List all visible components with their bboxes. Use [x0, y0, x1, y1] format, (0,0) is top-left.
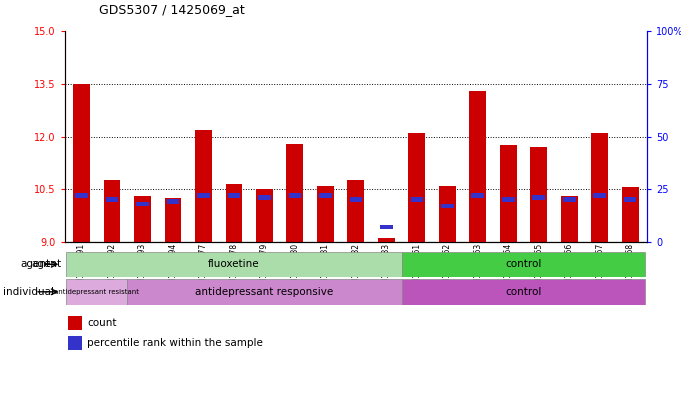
- Text: control: control: [505, 287, 541, 297]
- Bar: [68, 336, 82, 350]
- Bar: [68, 316, 82, 330]
- Text: count: count: [87, 318, 116, 329]
- Bar: [165, 198, 181, 242]
- Text: antidepressant responsive: antidepressant responsive: [195, 287, 334, 297]
- Bar: [409, 133, 425, 242]
- Bar: [258, 195, 270, 200]
- Bar: [411, 197, 423, 202]
- Bar: [622, 187, 639, 242]
- Bar: [66, 252, 402, 277]
- Bar: [104, 180, 121, 242]
- Bar: [591, 133, 608, 242]
- Bar: [134, 196, 151, 242]
- Text: control: control: [505, 259, 541, 269]
- Text: agent: agent: [31, 259, 61, 269]
- Bar: [563, 197, 575, 202]
- Bar: [136, 202, 148, 206]
- Bar: [380, 225, 392, 229]
- Bar: [197, 193, 210, 198]
- Bar: [75, 193, 88, 198]
- Bar: [469, 91, 486, 242]
- Bar: [624, 197, 637, 202]
- Bar: [195, 130, 212, 242]
- Bar: [347, 180, 364, 242]
- Bar: [289, 193, 301, 198]
- Bar: [227, 193, 240, 198]
- Text: agent: agent: [20, 259, 50, 269]
- Bar: [530, 147, 547, 242]
- Bar: [439, 185, 456, 242]
- Bar: [167, 200, 179, 204]
- Bar: [319, 193, 332, 198]
- Bar: [225, 184, 242, 242]
- Text: percentile rank within the sample: percentile rank within the sample: [87, 338, 263, 348]
- Bar: [500, 145, 517, 242]
- Bar: [502, 197, 515, 202]
- Bar: [73, 84, 90, 242]
- Bar: [441, 204, 454, 208]
- Text: GDS5307 / 1425069_at: GDS5307 / 1425069_at: [99, 3, 244, 16]
- Bar: [127, 279, 402, 305]
- Bar: [402, 279, 646, 305]
- Bar: [349, 197, 362, 202]
- Bar: [317, 185, 334, 242]
- Bar: [66, 279, 127, 305]
- Bar: [561, 196, 577, 242]
- Bar: [471, 193, 484, 198]
- Bar: [106, 197, 118, 202]
- Text: fluoxetine: fluoxetine: [208, 259, 259, 269]
- Bar: [256, 189, 273, 242]
- Bar: [287, 143, 303, 242]
- Bar: [402, 252, 646, 277]
- Bar: [533, 195, 545, 200]
- Text: individual: individual: [3, 287, 54, 297]
- Bar: [593, 193, 606, 198]
- Text: antidepressant resistant: antidepressant resistant: [54, 289, 139, 295]
- Bar: [378, 238, 395, 242]
